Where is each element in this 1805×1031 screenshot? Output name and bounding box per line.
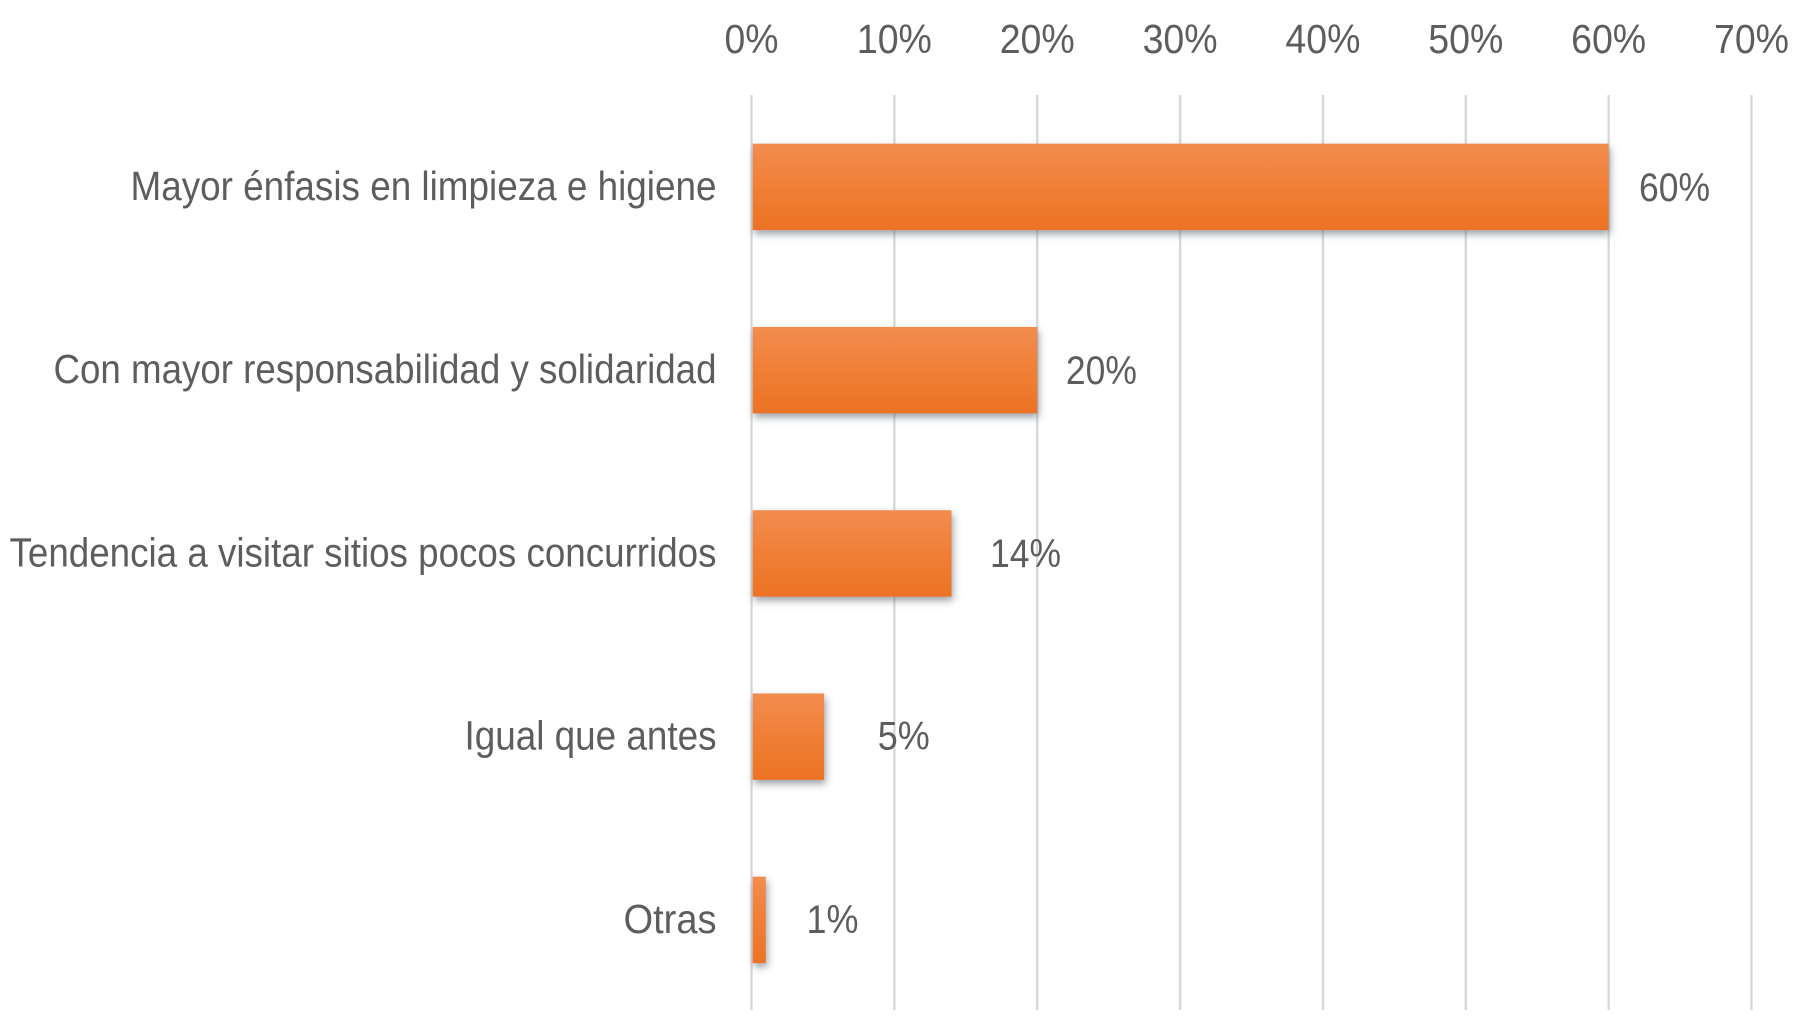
svg-text:60%: 60%	[1639, 166, 1710, 210]
svg-text:Mayor énfasis en limpieza e hi: Mayor énfasis en limpieza e higiene	[131, 163, 717, 209]
svg-text:Tendencia a visitar sitios poc: Tendencia a visitar sitios pocos concurr…	[10, 529, 717, 575]
svg-text:20%: 20%	[1000, 16, 1075, 62]
svg-text:40%: 40%	[1285, 16, 1360, 62]
svg-text:1%: 1%	[807, 898, 859, 942]
svg-text:50%: 50%	[1428, 16, 1503, 62]
svg-text:5%: 5%	[878, 715, 930, 759]
svg-text:0%: 0%	[725, 16, 779, 62]
svg-text:Igual que antes: Igual que antes	[465, 713, 717, 759]
svg-text:10%: 10%	[857, 16, 932, 62]
svg-text:Con mayor responsabilidad y so: Con mayor responsabilidad y solidaridad	[54, 346, 717, 392]
svg-text:60%: 60%	[1571, 16, 1646, 62]
svg-text:30%: 30%	[1143, 16, 1218, 62]
svg-text:70%: 70%	[1714, 16, 1789, 62]
svg-text:14%: 14%	[990, 532, 1061, 576]
svg-text:Otras: Otras	[624, 896, 717, 942]
svg-text:20%: 20%	[1066, 349, 1137, 393]
